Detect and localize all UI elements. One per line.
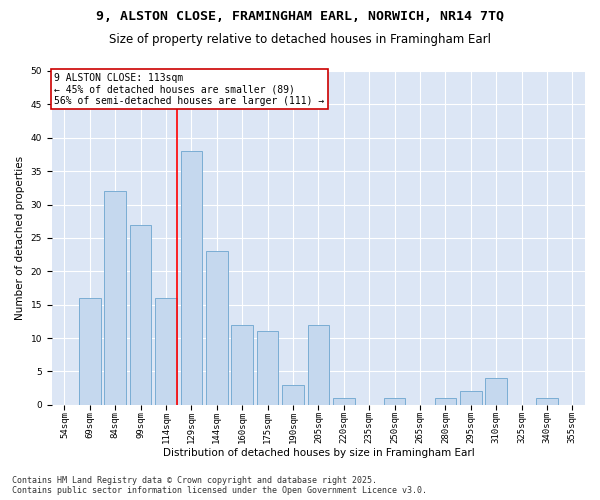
- X-axis label: Distribution of detached houses by size in Framingham Earl: Distribution of detached houses by size …: [163, 448, 474, 458]
- Text: Size of property relative to detached houses in Framingham Earl: Size of property relative to detached ho…: [109, 32, 491, 46]
- Bar: [104, 191, 126, 405]
- Bar: [282, 385, 304, 405]
- Bar: [155, 298, 177, 405]
- Bar: [130, 224, 151, 405]
- Bar: [232, 324, 253, 405]
- Bar: [333, 398, 355, 405]
- Bar: [206, 252, 227, 405]
- Bar: [181, 151, 202, 405]
- Bar: [434, 398, 456, 405]
- Text: Contains HM Land Registry data © Crown copyright and database right 2025.
Contai: Contains HM Land Registry data © Crown c…: [12, 476, 427, 495]
- Bar: [485, 378, 507, 405]
- Text: 9 ALSTON CLOSE: 113sqm
← 45% of detached houses are smaller (89)
56% of semi-det: 9 ALSTON CLOSE: 113sqm ← 45% of detached…: [55, 72, 325, 106]
- Y-axis label: Number of detached properties: Number of detached properties: [15, 156, 25, 320]
- Bar: [308, 324, 329, 405]
- Bar: [460, 392, 482, 405]
- Bar: [536, 398, 558, 405]
- Bar: [79, 298, 101, 405]
- Bar: [257, 332, 278, 405]
- Bar: [384, 398, 406, 405]
- Text: 9, ALSTON CLOSE, FRAMINGHAM EARL, NORWICH, NR14 7TQ: 9, ALSTON CLOSE, FRAMINGHAM EARL, NORWIC…: [96, 10, 504, 23]
